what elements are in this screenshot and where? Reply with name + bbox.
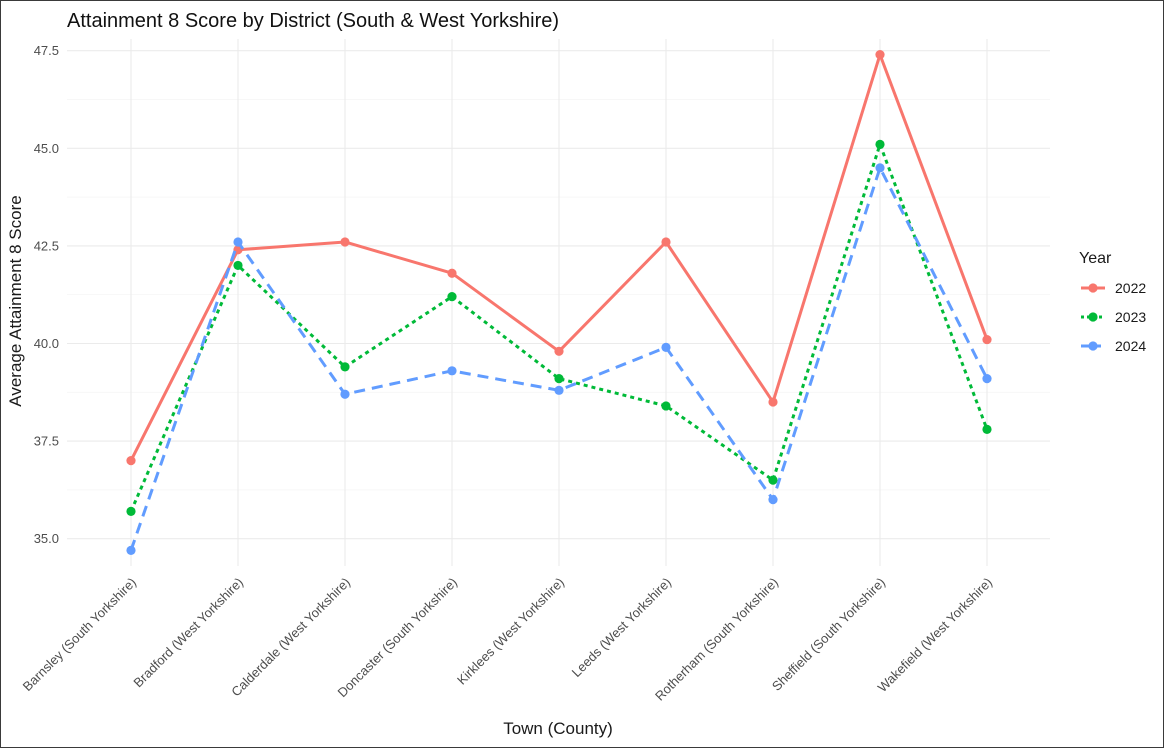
data-point-2023 xyxy=(661,401,671,411)
y-axis-title: Average Attainment 8 Score xyxy=(6,195,25,406)
y-tick-label: 45.0 xyxy=(34,141,59,156)
data-point-2024 xyxy=(340,389,350,399)
x-tick-label: Wakefield (West Yorkshire) xyxy=(875,575,995,695)
data-point-2023 xyxy=(982,424,992,434)
data-point-2024 xyxy=(875,163,885,173)
data-point-2023 xyxy=(126,506,136,516)
x-tick-label: Kirklees (West Yorkshire) xyxy=(454,575,567,688)
data-point-2023 xyxy=(447,292,457,302)
data-point-2023 xyxy=(875,139,885,149)
data-point-2022 xyxy=(447,268,457,278)
data-point-2023 xyxy=(768,475,778,485)
chart-title: Attainment 8 Score by District (South & … xyxy=(67,10,559,32)
x-tick-label: Leeds (West Yorkshire) xyxy=(569,575,674,680)
data-point-2024 xyxy=(233,237,243,247)
data-point-2023 xyxy=(554,374,564,384)
y-tick-label: 47.5 xyxy=(34,43,59,58)
data-point-2022 xyxy=(875,50,885,60)
y-tick-label: 37.5 xyxy=(34,434,59,449)
series-lines xyxy=(126,50,992,555)
data-point-2023 xyxy=(340,362,350,372)
data-point-2022 xyxy=(661,237,671,247)
x-tick-label: Sheffield (South Yorkshire) xyxy=(769,575,888,694)
data-point-2022 xyxy=(126,456,136,466)
x-tick-labels: Barnsley (South Yorkshire)Bradford (West… xyxy=(20,575,995,704)
y-tick-label: 40.0 xyxy=(34,336,59,351)
legend-label: 2022 xyxy=(1115,280,1146,296)
data-point-2024 xyxy=(554,385,564,395)
data-point-2024 xyxy=(661,342,671,352)
data-point-2024 xyxy=(126,545,136,555)
x-tick-label: Doncaster (South Yorkshire) xyxy=(335,575,461,701)
data-point-2022 xyxy=(554,346,564,356)
legend-label: 2024 xyxy=(1115,338,1146,354)
legend-key-point-2024 xyxy=(1088,341,1098,351)
data-point-2022 xyxy=(340,237,350,247)
data-point-2024 xyxy=(982,374,992,384)
data-point-2024 xyxy=(768,495,778,505)
legend-label: 2023 xyxy=(1115,309,1146,325)
legend-title: Year xyxy=(1079,250,1112,267)
x-axis-title: Town (County) xyxy=(503,719,613,738)
series-line-2023 xyxy=(129,142,989,512)
data-point-2022 xyxy=(768,397,778,407)
grid-lines xyxy=(67,39,1050,566)
y-tick-labels: 35.0 37.5 40.0 42.5 45.0 47.5 xyxy=(34,43,59,546)
legend-key-point-2022 xyxy=(1088,283,1098,293)
x-tick-label: Bradford (West Yorkshire) xyxy=(130,575,246,691)
x-tick-label: Calderdale (West Yorkshire) xyxy=(228,575,353,700)
y-tick-label: 35.0 xyxy=(34,531,59,546)
data-point-2023 xyxy=(233,260,243,271)
x-tick-label: Rotherham (South Yorkshire) xyxy=(652,575,781,704)
legend-key-point-2023 xyxy=(1088,312,1098,322)
data-point-2022 xyxy=(982,334,992,345)
x-tick-label: Barnsley (South Yorkshire) xyxy=(20,575,139,694)
data-point-2024 xyxy=(447,366,457,376)
y-tick-label: 42.5 xyxy=(34,238,59,253)
